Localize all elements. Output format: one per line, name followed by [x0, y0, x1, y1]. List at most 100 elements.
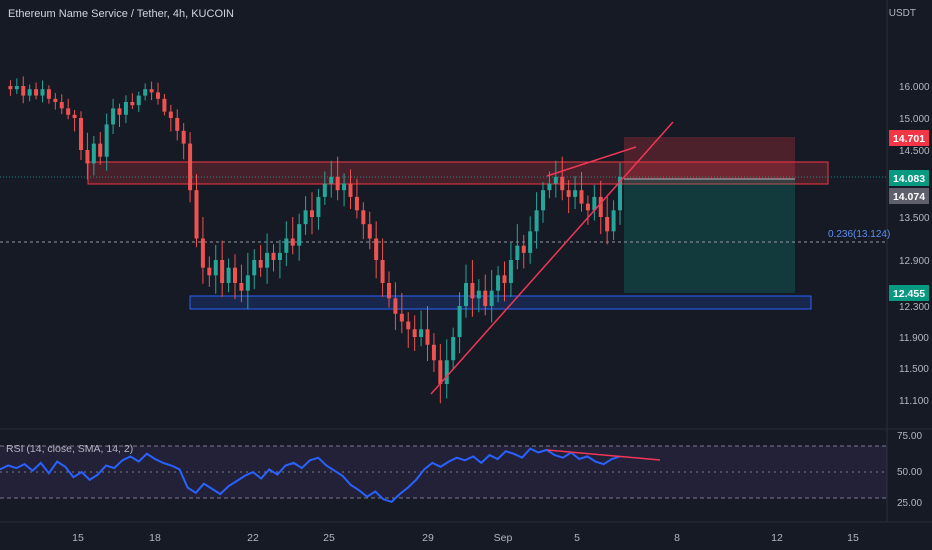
candle-body — [194, 190, 199, 239]
entry-tag-bg — [889, 188, 929, 204]
time-tick-label: 18 — [149, 532, 161, 544]
candles-group — [8, 76, 622, 404]
candle-body — [348, 183, 353, 197]
candle-body — [553, 176, 558, 184]
current-tag: 14.083 — [893, 173, 925, 185]
time-tick-label: 25 — [323, 532, 335, 544]
candle-body — [605, 217, 610, 232]
rsi-pane-bg — [0, 430, 887, 522]
candle-body — [342, 183, 347, 191]
candle-body — [470, 283, 475, 299]
price-tick-label: 16.000 — [899, 82, 930, 93]
candle-body — [181, 130, 186, 144]
candle-body — [502, 275, 507, 283]
target-tag-bg — [889, 285, 929, 301]
stop-tag-bg — [889, 130, 929, 146]
candle-body — [303, 210, 308, 225]
candle-body — [156, 92, 160, 99]
time-tick-label: 29 — [422, 532, 434, 544]
price-tick-label: 14.500 — [899, 146, 930, 157]
time-tick-label: 12 — [771, 532, 783, 544]
candle-body — [104, 124, 109, 157]
candle-body — [541, 190, 545, 211]
candle-body — [175, 118, 180, 131]
candle-body — [98, 143, 103, 157]
candle-body — [123, 102, 128, 115]
candle-body — [252, 260, 257, 276]
candle-body — [79, 118, 83, 150]
candle-body — [618, 176, 622, 211]
candle-body — [162, 98, 167, 112]
candle-body — [271, 252, 276, 260]
time-tick-label: 8 — [674, 532, 680, 544]
candle-body — [265, 252, 270, 268]
candle-body — [117, 108, 122, 115]
candle-body — [464, 283, 468, 306]
candle-body — [592, 196, 597, 211]
time-tick-label: 22 — [247, 532, 259, 544]
candle-body — [483, 290, 488, 306]
candle-body — [361, 210, 366, 225]
support-zone[interactable] — [189, 295, 812, 310]
candle-body — [444, 360, 449, 384]
candle-body — [239, 283, 244, 291]
candle-body — [431, 344, 436, 361]
main-pane-bg — [0, 0, 887, 428]
candle-body — [46, 89, 51, 99]
time-tick-label: Sep — [494, 532, 513, 544]
candle-body — [393, 298, 398, 314]
candle-body — [322, 183, 327, 197]
candle-body — [149, 89, 154, 93]
candle-body — [547, 183, 552, 191]
candle-body — [27, 89, 32, 96]
candle-body — [476, 290, 481, 299]
rsi-divergence-line[interactable] — [546, 449, 661, 461]
candle-body — [284, 238, 289, 253]
candle-body — [188, 143, 193, 191]
candle-body — [380, 260, 385, 283]
candle-body — [21, 86, 26, 96]
time-axis: 15 18 22 25 29 Sep 5 8 12 15 — [72, 532, 859, 544]
target-tag: 12.455 — [893, 288, 925, 300]
price-tick-label: 11.900 — [899, 333, 929, 344]
time-tick-label: 15 — [72, 532, 84, 544]
symbol-title: Ethereum Name Service / Tether, 4h, KUCO… — [8, 8, 234, 20]
candle-body — [451, 337, 456, 361]
rsi-tick-label: 75.00 — [897, 431, 922, 442]
current-tag-bg — [889, 170, 929, 186]
candle-body — [354, 196, 359, 211]
candle-body — [8, 86, 13, 90]
candle-body — [528, 231, 533, 253]
candle-body — [508, 260, 513, 283]
candle-body — [85, 150, 90, 164]
rising-trendline[interactable] — [430, 121, 674, 395]
candle-body — [438, 360, 443, 384]
take-profit-area[interactable] — [624, 179, 795, 293]
candle-body — [290, 238, 295, 246]
candle-body — [496, 275, 501, 291]
candle-body — [34, 89, 39, 96]
candle-body — [573, 190, 578, 197]
candle-body — [200, 238, 205, 268]
time-tick-label: 5 — [574, 532, 580, 544]
candle-body — [233, 267, 237, 283]
price-axis: 16.000 15.000 14.500 13.500 12.900 12.300 11.9… — [899, 82, 930, 407]
price-tick-label: 11.100 — [899, 396, 929, 407]
candle-body — [53, 98, 58, 102]
candle-body — [143, 89, 148, 96]
candle-body — [258, 260, 263, 268]
candle-body — [297, 224, 302, 246]
candle-body — [335, 176, 340, 191]
candle-body — [40, 89, 45, 96]
fib-label: 0.236(13.124) — [828, 229, 890, 240]
candle-body — [534, 210, 539, 232]
upper-wedge-line[interactable] — [546, 146, 637, 177]
candle-body — [14, 86, 19, 90]
candle-body — [168, 111, 173, 118]
candle-body — [419, 329, 424, 337]
stop-loss-area[interactable] — [624, 137, 795, 179]
candle-body — [515, 245, 520, 260]
candle-body — [72, 114, 77, 118]
candle-body — [226, 267, 231, 283]
